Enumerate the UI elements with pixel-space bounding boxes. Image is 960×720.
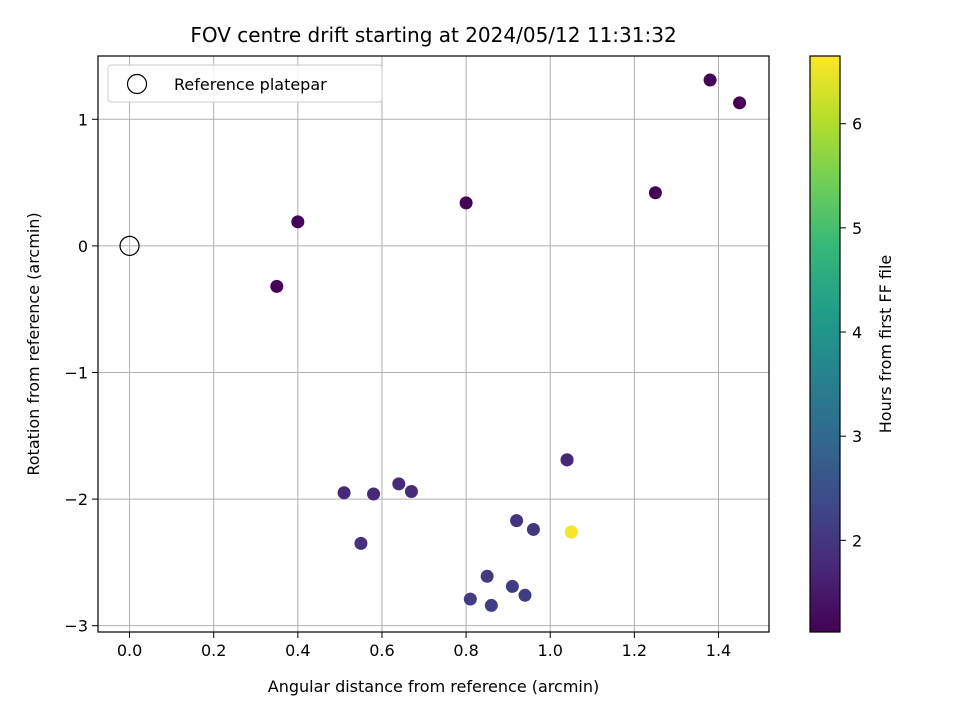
x-tick-label: 0.8 <box>453 641 478 660</box>
x-tick-label: 0.2 <box>201 641 226 660</box>
y-tick-label: 0 <box>78 237 88 256</box>
legend-label: Reference platepar <box>174 75 327 94</box>
scatter-point <box>480 569 494 583</box>
x-tick-label: 1.4 <box>706 641 731 660</box>
chart-title: FOV centre drift starting at 2024/05/12 … <box>190 23 676 47</box>
scatter-point <box>463 592 477 606</box>
grid-lines <box>98 56 769 632</box>
reference-point <box>119 235 140 256</box>
colorbar-title: Hours from first FF file <box>876 255 895 434</box>
x-axis-ticks: 0.0 0.2 0.4 0.6 0.8 1.0 1.2 1.4 <box>117 632 731 660</box>
y-tick-label: −1 <box>64 363 88 382</box>
legend-box <box>107 64 383 103</box>
scatter-point <box>703 73 717 87</box>
y-tick-label: 1 <box>78 110 88 129</box>
colorbar: 2 3 4 5 6 Hours from first FF file <box>809 55 895 633</box>
legend: Reference platepar <box>107 64 383 103</box>
colorbar-tick-label: 2 <box>852 531 862 550</box>
colorbar-tick-label: 4 <box>852 323 862 342</box>
scatter-point <box>510 514 524 528</box>
x-axis-title: Angular distance from reference (arcmin) <box>268 677 599 696</box>
x-tick-label: 1.0 <box>538 641 563 660</box>
scatter-point <box>459 196 473 210</box>
y-tick-label: −3 <box>64 617 88 636</box>
scatter-point <box>484 598 498 612</box>
y-axis-title: Rotation from reference (arcmin) <box>24 212 43 475</box>
x-tick-label: 0.0 <box>117 641 142 660</box>
scatter-point <box>505 579 519 593</box>
x-tick-label: 0.4 <box>285 641 310 660</box>
legend-marker <box>126 73 148 95</box>
y-tick-label: −2 <box>64 490 88 509</box>
scatter-point <box>648 186 662 200</box>
scatter-points <box>119 73 747 612</box>
colorbar-tick-label: 3 <box>852 427 862 446</box>
scatter-point <box>564 525 578 539</box>
scatter-point <box>337 486 351 500</box>
x-tick-label: 1.2 <box>622 641 647 660</box>
plot-frame <box>97 55 770 633</box>
y-axis-ticks: 1 0 −1 −2 −3 <box>64 110 98 636</box>
x-tick-label: 0.6 <box>369 641 394 660</box>
scatter-point <box>560 453 574 467</box>
scatter-point <box>733 96 747 110</box>
scatter-point <box>367 487 381 501</box>
scatter-point <box>392 477 406 491</box>
colorbar-tick-label: 5 <box>852 219 862 238</box>
scatter-point <box>404 484 418 498</box>
colorbar-ticks: 2 3 4 5 6 <box>840 115 862 550</box>
colorbar-gradient <box>810 56 840 632</box>
scatter-point <box>291 215 305 229</box>
colorbar-tick-label: 6 <box>852 115 862 134</box>
scatter-point <box>526 522 540 536</box>
scatter-point <box>270 279 284 293</box>
scatter-point <box>354 536 368 550</box>
scatter-point <box>518 588 532 602</box>
colorbar-frame <box>809 55 841 633</box>
